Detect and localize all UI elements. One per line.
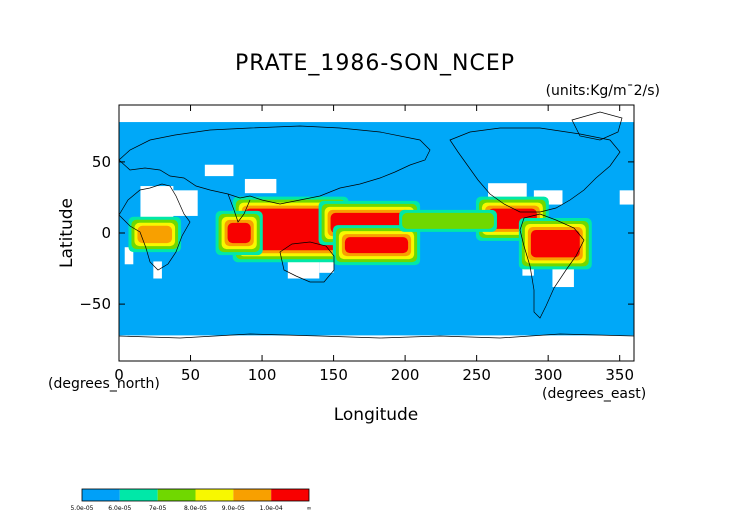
colorbar-label: 6.0e-05: [108, 505, 131, 512]
precip-blob-layer: [128, 196, 592, 270]
precip-contour: [227, 222, 251, 244]
missing-data-cell: [204, 164, 234, 177]
antarctica-coast: [119, 333, 634, 339]
north-america-coast: [449, 127, 621, 213]
colorbar-label: 5.0e-05: [70, 505, 93, 512]
colorbar-swatch: [271, 489, 309, 501]
colorbar-swatch: [82, 489, 120, 501]
colorbar-label: 1.0e-04: [260, 505, 283, 512]
x-tick-label: 0: [114, 366, 124, 384]
missing-data-cell: [319, 261, 334, 273]
x-axis-title: Longitude: [334, 405, 419, 425]
x-tick-label: 350: [605, 366, 634, 384]
eurasia-coast: [119, 125, 431, 205]
units-label: (units:Kg/m¯2/s): [546, 83, 660, 99]
x-tick-label: 50: [181, 366, 200, 384]
missing-data-cell: [124, 247, 134, 265]
missing-data-cell: [119, 335, 634, 361]
india-coast: [227, 193, 251, 223]
precip-field: [119, 105, 634, 361]
colorbar-swatch: [157, 489, 196, 501]
x-unit-note: (degrees_east): [542, 386, 646, 402]
africa-coast: [119, 183, 191, 271]
coastlines: [119, 111, 634, 339]
missing-data-cell: [244, 178, 277, 194]
precip-contour: [530, 230, 580, 258]
x-tick-label: 200: [391, 366, 420, 384]
plot-area: [118, 104, 635, 362]
colorbar-label: ∞: [307, 505, 312, 512]
colorbar-frame: [81, 488, 310, 502]
greenland-coast: [571, 111, 623, 141]
australia-coast: [279, 241, 335, 283]
missing-data-cell: [287, 258, 320, 279]
y-axis: −50 0 50: [79, 153, 634, 313]
y-tick-label: 0: [101, 224, 111, 242]
south-america-coast: [519, 213, 585, 319]
missing-data-cell: [619, 190, 634, 205]
precip-contour: [402, 212, 494, 229]
precip-contour: [344, 237, 409, 254]
colorbar-label: 9.0e-05: [222, 505, 245, 512]
x-tick-label: 250: [462, 366, 491, 384]
y-unit-note: (degrees_north): [48, 376, 160, 392]
precip-contour: [244, 208, 337, 251]
x-axis: 0 50 100 150 200 250 300 350: [114, 105, 634, 384]
colorbar-label: 8.0e-05: [184, 505, 207, 512]
colorbar-swatch: [195, 489, 234, 501]
x-tick-label: 150: [319, 366, 348, 384]
colorbar-swatch: [233, 489, 272, 501]
x-tick-label: 100: [248, 366, 277, 384]
colorbar: 5.0e-05 6.0e-05 7e-05 8.0e-05 9.0e-05 1.0e-04…: [70, 488, 312, 512]
y-tick-label: −50: [79, 295, 111, 313]
y-tick-label: 50: [92, 153, 111, 171]
colorbar-swatch: [119, 489, 158, 501]
missing-data-cell: [119, 105, 634, 123]
y-axis-title: Latitude: [57, 198, 77, 268]
missing-data-cell: [140, 186, 174, 219]
x-tick-label: 300: [534, 366, 563, 384]
missing-data-layer: [119, 105, 634, 361]
chart-title: PRATE_1986-SON_NCEP: [235, 51, 515, 76]
colorbar-label: 7e-05: [149, 505, 166, 512]
precip-contour: [137, 225, 173, 244]
